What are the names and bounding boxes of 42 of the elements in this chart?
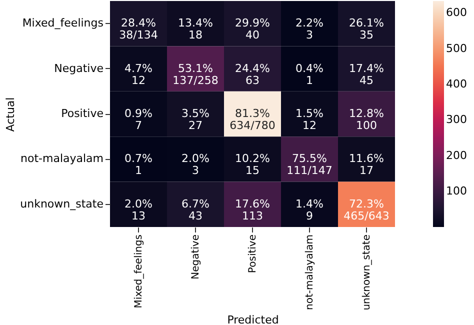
data-label: 0.9% 7 [124, 107, 152, 132]
color-bar-label: 500 [446, 42, 467, 55]
data-label: 0.7% 1 [124, 152, 152, 178]
data-label: 13.4% 18 [178, 16, 213, 42]
data-label: 81.3% 634/780 [230, 107, 276, 132]
data-label: 53.1% 137/258 [172, 62, 218, 87]
data-label: 75.5% 111/147 [286, 152, 332, 178]
data-label: 26.1% 35 [349, 16, 384, 42]
color-bar-label: 200 [446, 148, 467, 162]
data-label: 17.6% 113 [235, 197, 270, 222]
data-label: 6.7% 43 [182, 197, 210, 222]
data-label: 17.4% 45 [349, 62, 384, 87]
data-label: 2.0% 13 [124, 197, 152, 222]
x-tick-label: Positive [248, 234, 258, 274]
x-tick-label: Negative [190, 234, 202, 280]
data-label: 1.4% 9 [296, 197, 324, 222]
color-bar-label: 100 [446, 184, 467, 198]
color-bar-label: 400 [446, 78, 467, 91]
y-tick-label: not-malayalam [20, 152, 104, 166]
x-tick-label: not-malayalam [304, 234, 316, 310]
data-label: 0.4% 1 [296, 62, 324, 87]
data-label: 1.5% 12 [296, 107, 324, 132]
color-bar-label: 300 [446, 113, 467, 126]
data-label: 24.4% 63 [235, 62, 270, 87]
data-label: 72.3% 465/643 [344, 197, 390, 222]
data-label: 2.2% 3 [296, 16, 324, 42]
data-label: 29.9% 40 [235, 16, 270, 42]
data-label: 3.5% 27 [182, 107, 210, 132]
data-label: 11.6% 17 [349, 152, 384, 178]
y-axis-title: Actual [4, 97, 18, 132]
y-tick-label: Mixed_feelings [22, 16, 104, 30]
color-bar-label: 600 [446, 6, 467, 20]
x-axis-title: Predicted [227, 313, 279, 325]
y-tick-label: Negative [54, 62, 104, 75]
y-tick-label: Positive [61, 107, 104, 120]
data-label: 28.4% 38/134 [119, 16, 158, 42]
y-tick-label: unknown_state [20, 197, 104, 210]
data-label: 10.2% 15 [235, 152, 270, 178]
data-label: 4.7% 12 [124, 62, 152, 87]
data-label: 12.8% 100 [349, 107, 384, 132]
x-tick-label: unknown_state [362, 234, 372, 310]
data-label: 2.0% 3 [182, 152, 210, 178]
